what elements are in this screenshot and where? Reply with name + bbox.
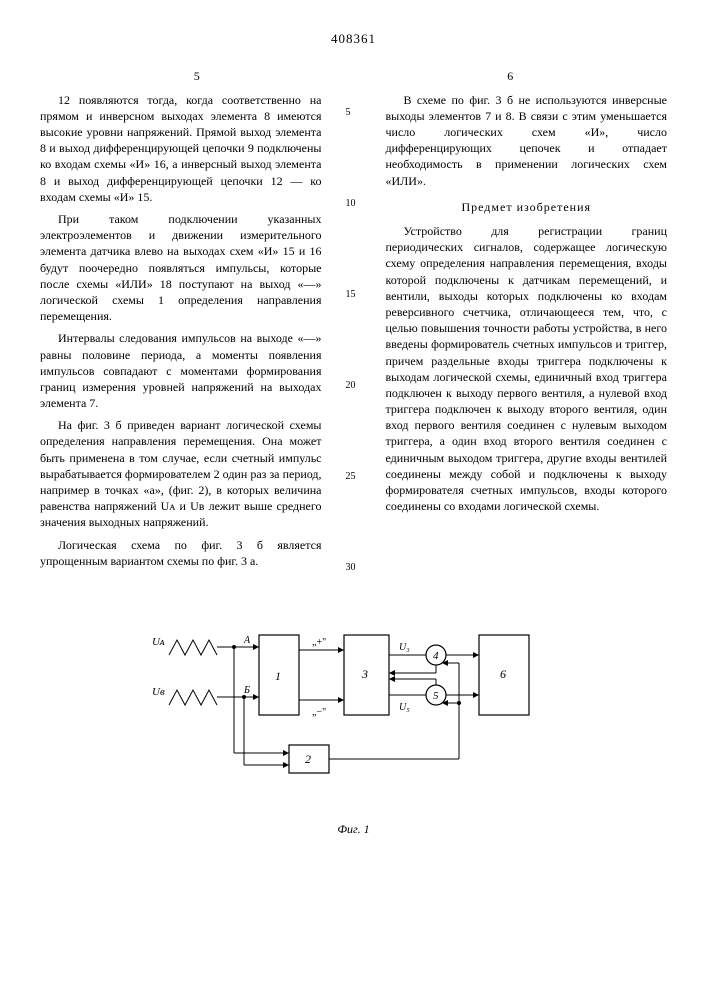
ln: 30 (346, 561, 362, 575)
ln: 10 (346, 197, 362, 211)
left-p2: При таком подключении указанных электроэ… (40, 211, 322, 324)
ua-label: Uᴀ (152, 636, 165, 648)
document-number: 408361 (40, 30, 667, 48)
ub-label: Uв (152, 686, 165, 698)
arrow-icon (338, 697, 344, 703)
arrow-icon (389, 670, 395, 676)
u5-label: U₅ (399, 702, 410, 713)
left-column: 12 появляются тогда, когда соответственн… (40, 92, 322, 575)
block-2-num: 2 (305, 752, 311, 766)
block-1-num: 1 (275, 669, 281, 683)
arrow-icon (253, 644, 259, 650)
section-title: Предмет изобретения (386, 199, 668, 215)
ln: 20 (346, 379, 362, 393)
left-p1: 12 появляются тогда, когда соответственн… (40, 92, 322, 205)
right-col-num: 6 (507, 68, 513, 84)
block-4-num: 4 (433, 650, 439, 662)
block-5-num: 5 (433, 690, 439, 702)
left-p5: Логическая схема по фиг. 3 б является уп… (40, 537, 322, 569)
b-label: Б (243, 685, 250, 696)
block-3-num: 3 (361, 667, 368, 681)
column-numbers-row: 5 6 (40, 68, 667, 84)
arrow-icon (283, 762, 289, 768)
ub-wave (169, 690, 217, 705)
right-p2: Устройство для регистрации границ период… (386, 223, 668, 514)
node-dot (457, 701, 461, 705)
line-numbers: 5 10 15 20 25 30 (346, 92, 362, 575)
arrow-icon (473, 692, 479, 698)
ln: 5 (346, 106, 362, 120)
left-col-num: 5 (194, 68, 200, 84)
right-column: В схеме по фиг. 3 б не используются инве… (386, 92, 668, 575)
block-diagram-svg: Uᴀ А Uв Б 1 „+" „−" 3 U₃ U₅ 4 5 (144, 615, 564, 815)
ua-wave (169, 640, 217, 655)
ln: 25 (346, 470, 362, 484)
left-p4: На фиг. 3 б приведен вариант логической … (40, 417, 322, 530)
plus-label: „+" (312, 637, 326, 648)
arrow-icon (389, 676, 395, 682)
left-p3: Интервалы следования импульсов на выходе… (40, 330, 322, 411)
u3-label: U₃ (399, 642, 410, 653)
ln: 15 (346, 288, 362, 302)
figure-1: Uᴀ А Uв Б 1 „+" „−" 3 U₃ U₅ 4 5 (40, 615, 667, 837)
figure-caption: Фиг. 1 (40, 821, 667, 837)
minus-label: „−" (312, 707, 326, 718)
arrow-icon (338, 647, 344, 653)
arrow-icon (253, 694, 259, 700)
arrow-icon (442, 700, 448, 706)
arrow-icon (473, 652, 479, 658)
text-columns: 12 появляются тогда, когда соответственн… (40, 92, 667, 575)
a-label: А (243, 635, 251, 646)
right-p1: В схеме по фиг. 3 б не используются инве… (386, 92, 668, 189)
arrow-icon (442, 660, 448, 666)
block-6-num: 6 (500, 667, 506, 681)
arrow-icon (283, 750, 289, 756)
